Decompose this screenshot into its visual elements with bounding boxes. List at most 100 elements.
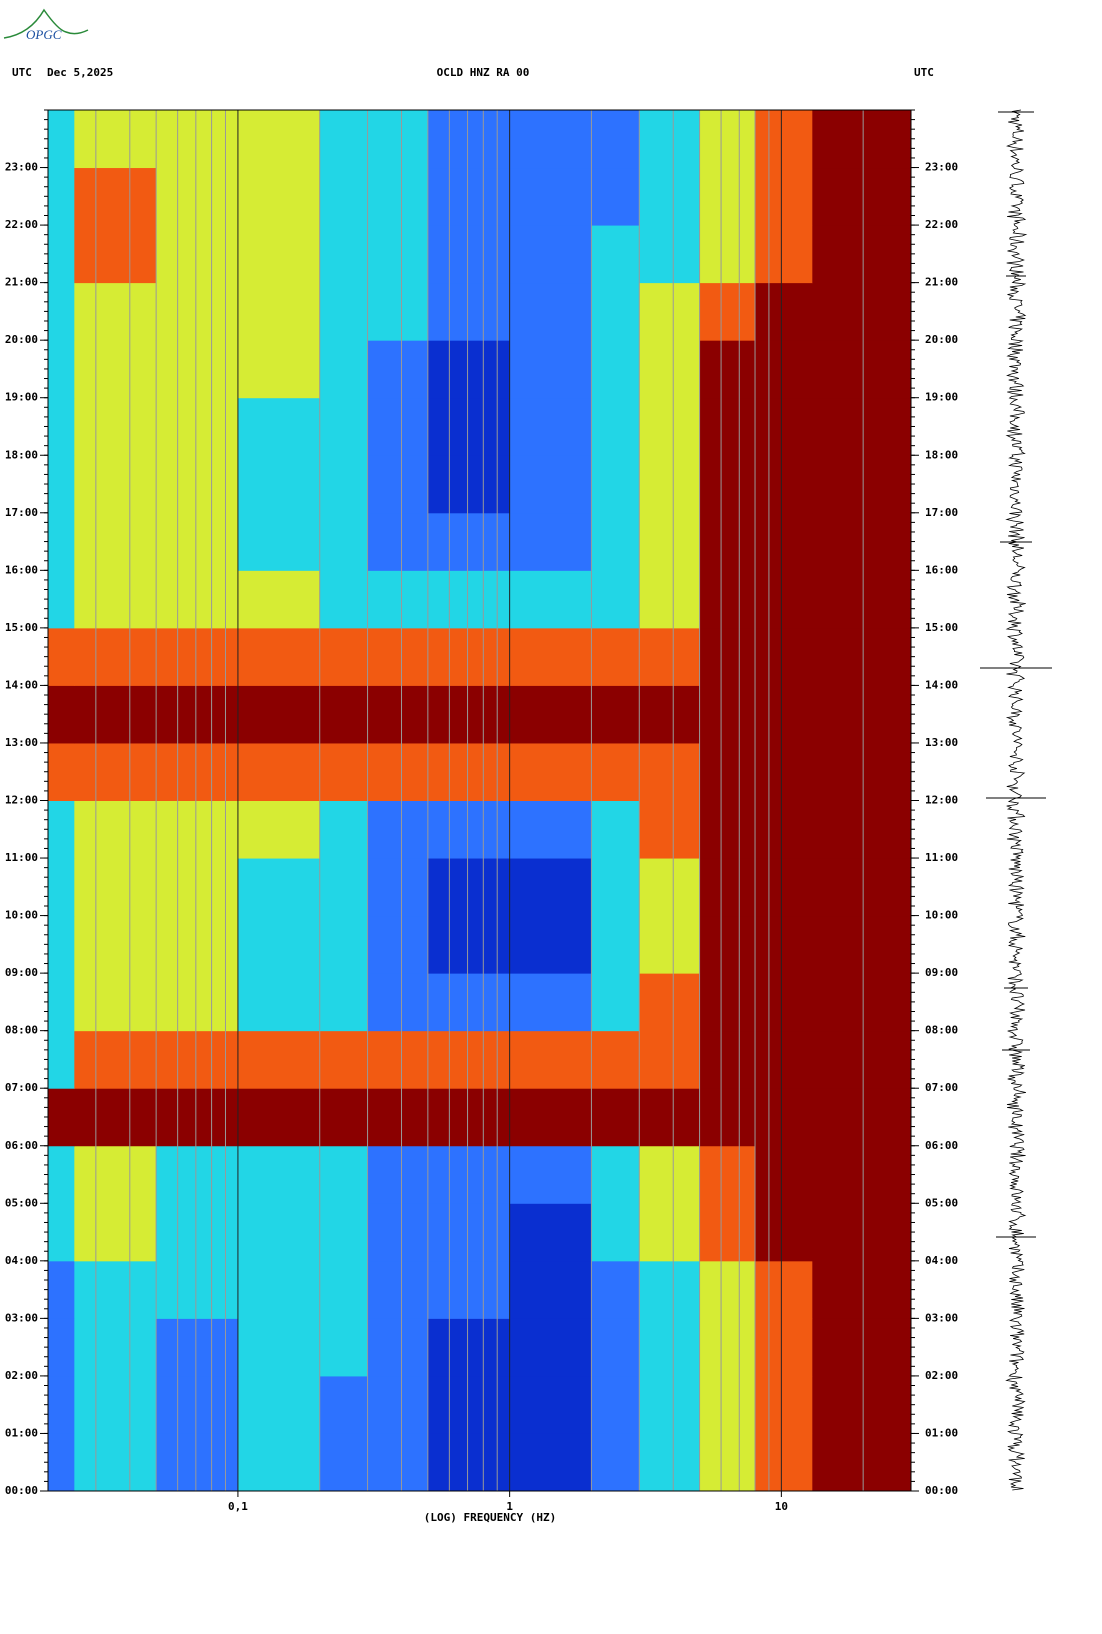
spectral-cell [639, 167, 701, 226]
spectral-cell [427, 397, 511, 456]
spectral-cell [367, 340, 429, 399]
spectral-cell [237, 1145, 321, 1204]
spectral-cell [591, 627, 640, 686]
spectral-cell [639, 1030, 701, 1089]
spectral-cell [812, 858, 912, 917]
y2-tick-label: 03:00 [925, 1311, 958, 1324]
spectral-cell [74, 225, 157, 284]
spectral-cell [591, 1030, 640, 1089]
seismogram-trace [1005, 109, 1028, 1491]
spectral-cell [591, 167, 640, 226]
spectral-cell [156, 225, 239, 284]
y2-tick-label: 11:00 [925, 851, 958, 864]
spectral-cell [48, 800, 75, 859]
spectral-cell [699, 225, 756, 284]
spectral-cell [699, 627, 756, 686]
spectral-cell [237, 167, 321, 226]
spectral-cell [48, 858, 75, 917]
spectral-cell [74, 1145, 157, 1204]
spectral-cell [509, 1030, 592, 1089]
spectral-cell [427, 1433, 511, 1492]
spectral-cell [156, 167, 239, 226]
spectral-cell [156, 627, 239, 686]
y2-tick-label: 17:00 [925, 506, 958, 519]
spectral-cell [367, 742, 429, 801]
spectral-cell [237, 455, 321, 514]
x-tick-label: 0,1 [228, 1500, 248, 1513]
y2-tick-label: 18:00 [925, 448, 958, 461]
spectral-cell [367, 570, 429, 629]
spectral-cell [812, 1375, 912, 1434]
spectral-cell [591, 455, 640, 514]
y-tick-label: 22:00 [5, 218, 38, 231]
spectral-cell [367, 225, 429, 284]
spectral-cell [639, 973, 701, 1032]
y-tick-label: 19:00 [5, 391, 38, 404]
spectral-cell [319, 570, 369, 629]
spectral-cell [48, 340, 75, 399]
spectral-cell [367, 1145, 429, 1204]
spectral-cell [74, 512, 157, 571]
spectral-cell [699, 282, 756, 341]
spectral-cell [319, 167, 369, 226]
spectral-cell [755, 225, 813, 284]
spectral-cell [156, 1030, 239, 1089]
spectral-cell [509, 110, 592, 169]
spectral-cell [427, 282, 511, 341]
spectral-cell [156, 455, 239, 514]
spectral-cell [755, 973, 813, 1032]
spectral-cell [509, 742, 592, 801]
y-tick-label: 07:00 [5, 1081, 38, 1094]
spectral-cell [591, 1318, 640, 1377]
spectral-cell [699, 397, 756, 456]
spectral-cell [48, 1030, 75, 1089]
spectral-cell [156, 1088, 239, 1147]
spectral-cell [812, 685, 912, 744]
spectral-cell [237, 1203, 321, 1262]
y-tick-label: 23:00 [5, 161, 38, 174]
spectral-cell [237, 1088, 321, 1147]
y2-tick-label: 10:00 [925, 909, 958, 922]
spectral-cell [427, 455, 511, 514]
spectral-cell [74, 1318, 157, 1377]
spectral-cell [156, 685, 239, 744]
y2-tick-label: 06:00 [925, 1139, 958, 1152]
spectral-cell [74, 110, 157, 169]
spectral-cell [427, 167, 511, 226]
y2-tick-label: 08:00 [925, 1024, 958, 1037]
spectral-cell [237, 282, 321, 341]
spectral-cell [319, 627, 369, 686]
spectral-cell [156, 1433, 239, 1492]
logo: OPGC [26, 27, 62, 42]
spectral-cell [367, 915, 429, 974]
seismogram [980, 109, 1052, 1491]
spectral-cell [367, 685, 429, 744]
y-tick-label: 00:00 [5, 1484, 38, 1497]
spectral-cell [74, 397, 157, 456]
spectral-cell [755, 1203, 813, 1262]
y2-tick-label: 13:00 [925, 736, 958, 749]
spectral-cell [755, 627, 813, 686]
spectral-cell [755, 742, 813, 801]
spectral-cell [812, 742, 912, 801]
spectral-cell [812, 627, 912, 686]
spectral-cell [755, 1030, 813, 1089]
y2-tick-label: 14:00 [925, 678, 958, 691]
spectral-cell [639, 110, 701, 169]
spectral-cell [156, 1203, 239, 1262]
y-tick-label: 04:00 [5, 1254, 38, 1267]
spectral-cell [319, 1203, 369, 1262]
spectral-cell [48, 570, 75, 629]
spectral-cell [48, 225, 75, 284]
spectral-cell [812, 1145, 912, 1204]
spectral-cell [639, 512, 701, 571]
spectral-cell [755, 1375, 813, 1434]
spectral-cell [812, 167, 912, 226]
spectral-cell [74, 1030, 157, 1089]
spectral-cell [156, 1318, 239, 1377]
spectral-cell [812, 1260, 912, 1319]
spectral-cell [74, 627, 157, 686]
spectral-cell [639, 397, 701, 456]
y2-tick-label: 00:00 [925, 1484, 958, 1497]
spectral-cell [699, 1260, 756, 1319]
